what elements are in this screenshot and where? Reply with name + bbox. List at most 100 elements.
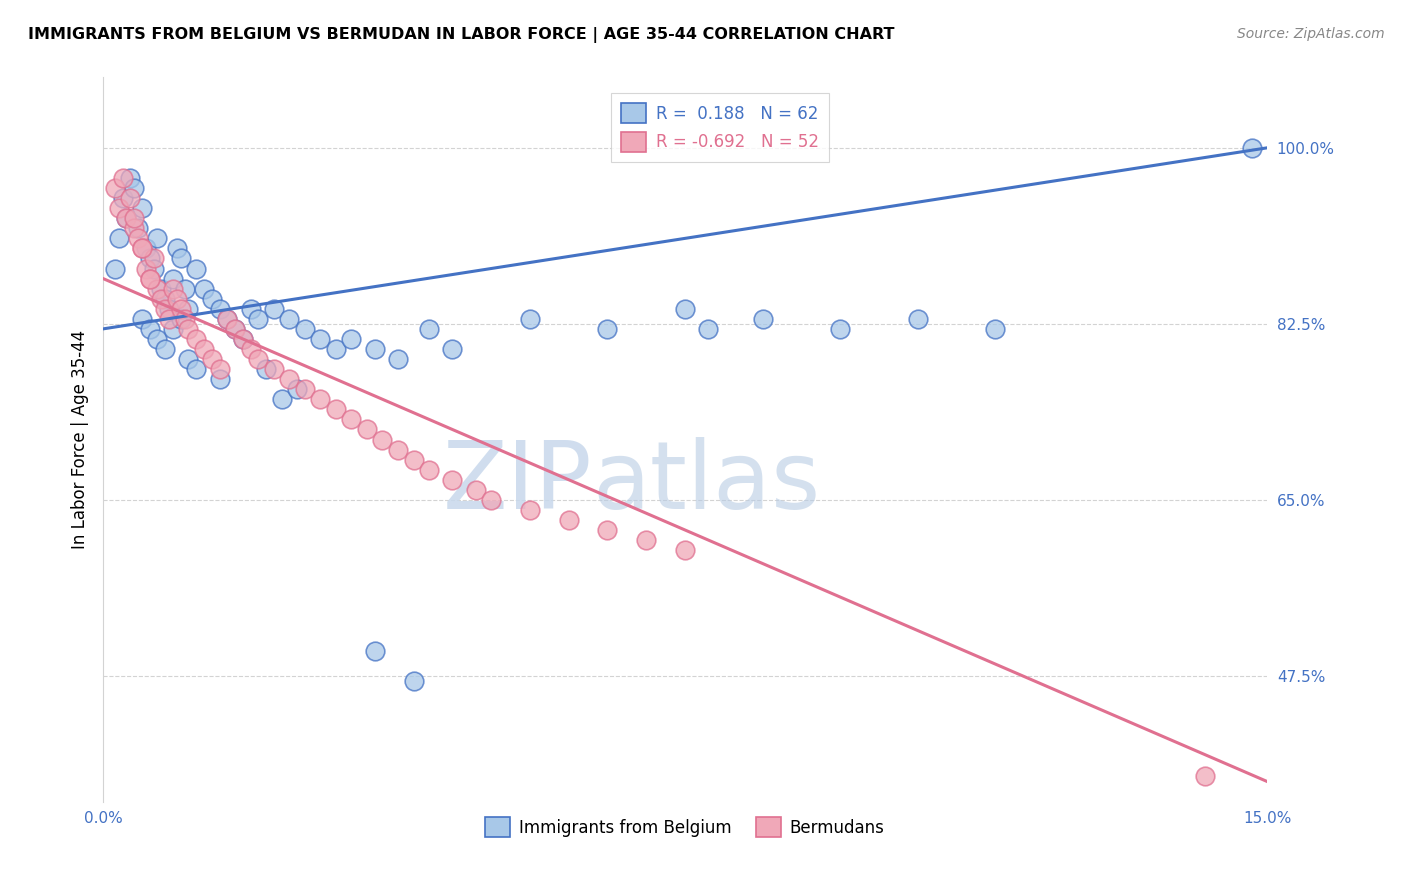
- Point: [636, 533, 658, 547]
- Point: [340, 412, 363, 426]
- Point: [364, 342, 387, 356]
- Point: [177, 352, 200, 367]
- Point: [122, 211, 145, 226]
- Point: [418, 322, 440, 336]
- Point: [166, 241, 188, 255]
- Point: [173, 282, 195, 296]
- Point: [170, 252, 193, 266]
- Point: [278, 372, 301, 386]
- Point: [162, 271, 184, 285]
- Point: [186, 362, 208, 376]
- Point: [224, 322, 246, 336]
- Text: ZIP: ZIP: [443, 437, 592, 529]
- Point: [146, 332, 169, 346]
- Point: [371, 433, 394, 447]
- Point: [120, 171, 142, 186]
- Point: [186, 261, 208, 276]
- Point: [115, 211, 138, 226]
- Point: [208, 362, 231, 376]
- Point: [309, 332, 332, 346]
- Point: [441, 473, 464, 487]
- Point: [364, 643, 387, 657]
- Point: [387, 352, 409, 367]
- Point: [673, 301, 696, 316]
- Point: [142, 252, 165, 266]
- Point: [104, 181, 127, 195]
- Point: [131, 241, 153, 255]
- Point: [201, 352, 224, 367]
- Point: [325, 402, 347, 417]
- Point: [173, 311, 195, 326]
- Point: [232, 332, 254, 346]
- Point: [193, 342, 215, 356]
- Point: [325, 342, 347, 356]
- Point: [131, 201, 153, 215]
- Point: [111, 171, 134, 186]
- Y-axis label: In Labor Force | Age 35-44: In Labor Force | Age 35-44: [72, 330, 89, 549]
- Point: [131, 241, 153, 255]
- Point: [830, 322, 852, 336]
- Point: [138, 322, 160, 336]
- Point: [146, 282, 169, 296]
- Point: [239, 342, 262, 356]
- Point: [402, 452, 425, 467]
- Point: [107, 201, 129, 215]
- Point: [263, 301, 285, 316]
- Point: [356, 422, 378, 436]
- Text: atlas: atlas: [592, 437, 820, 529]
- Point: [697, 322, 720, 336]
- Point: [146, 231, 169, 245]
- Point: [104, 261, 127, 276]
- Point: [208, 301, 231, 316]
- Point: [294, 382, 316, 396]
- Point: [193, 282, 215, 296]
- Point: [157, 301, 180, 316]
- Point: [1194, 769, 1216, 783]
- Point: [217, 311, 239, 326]
- Point: [285, 382, 308, 396]
- Point: [150, 292, 173, 306]
- Point: [751, 311, 773, 326]
- Point: [340, 332, 363, 346]
- Point: [166, 292, 188, 306]
- Point: [907, 311, 929, 326]
- Point: [387, 442, 409, 457]
- Point: [177, 322, 200, 336]
- Point: [217, 311, 239, 326]
- Text: Source: ZipAtlas.com: Source: ZipAtlas.com: [1237, 27, 1385, 41]
- Point: [157, 311, 180, 326]
- Point: [247, 352, 270, 367]
- Point: [186, 332, 208, 346]
- Point: [162, 282, 184, 296]
- Point: [138, 271, 160, 285]
- Point: [177, 301, 200, 316]
- Point: [224, 322, 246, 336]
- Point: [142, 261, 165, 276]
- Point: [254, 362, 277, 376]
- Point: [153, 301, 176, 316]
- Point: [557, 513, 579, 527]
- Point: [153, 292, 176, 306]
- Point: [120, 191, 142, 205]
- Point: [122, 221, 145, 235]
- Point: [115, 211, 138, 226]
- Text: IMMIGRANTS FROM BELGIUM VS BERMUDAN IN LABOR FORCE | AGE 35-44 CORRELATION CHART: IMMIGRANTS FROM BELGIUM VS BERMUDAN IN L…: [28, 27, 894, 43]
- Point: [131, 311, 153, 326]
- Point: [107, 231, 129, 245]
- Point: [596, 523, 619, 537]
- Point: [170, 301, 193, 316]
- Point: [127, 221, 149, 235]
- Point: [201, 292, 224, 306]
- Point: [402, 673, 425, 688]
- Point: [122, 181, 145, 195]
- Point: [479, 492, 502, 507]
- Point: [519, 503, 541, 517]
- Point: [270, 392, 292, 407]
- Point: [247, 311, 270, 326]
- Point: [138, 271, 160, 285]
- Point: [138, 252, 160, 266]
- Point: [232, 332, 254, 346]
- Point: [263, 362, 285, 376]
- Point: [464, 483, 486, 497]
- Point: [150, 282, 173, 296]
